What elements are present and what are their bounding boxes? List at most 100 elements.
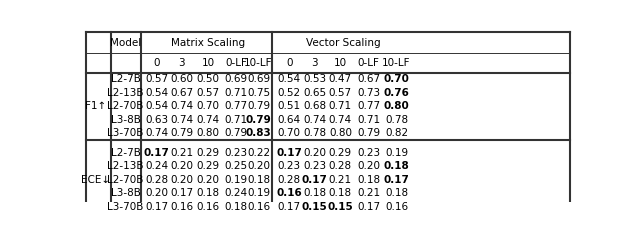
Text: 0.24: 0.24 <box>225 188 248 198</box>
Text: 0.17: 0.17 <box>144 148 170 158</box>
Text: 0.67: 0.67 <box>170 88 193 98</box>
Text: 0.54: 0.54 <box>145 101 168 111</box>
Text: 0.80: 0.80 <box>196 128 220 138</box>
Text: 0.57: 0.57 <box>329 88 352 98</box>
Text: 0.28: 0.28 <box>278 175 301 185</box>
Text: 0.18: 0.18 <box>196 188 220 198</box>
Text: 0.21: 0.21 <box>170 148 193 158</box>
Text: 0.54: 0.54 <box>278 74 301 84</box>
Text: 3: 3 <box>179 58 185 68</box>
Text: 0.83: 0.83 <box>246 128 271 138</box>
Text: 0.29: 0.29 <box>196 161 220 171</box>
Text: 0.68: 0.68 <box>303 101 326 111</box>
Text: L3-70B: L3-70B <box>108 128 144 138</box>
Text: 0.20: 0.20 <box>357 161 380 171</box>
Text: 0.74: 0.74 <box>329 115 352 125</box>
Text: 10: 10 <box>334 58 347 68</box>
Text: 0.52: 0.52 <box>278 88 301 98</box>
Text: 0.17: 0.17 <box>383 175 410 185</box>
Text: 0.18: 0.18 <box>383 161 410 171</box>
Text: 0.18: 0.18 <box>247 175 270 185</box>
Text: L2-70B: L2-70B <box>108 101 144 111</box>
Text: 0.82: 0.82 <box>385 128 408 138</box>
Text: 0.70: 0.70 <box>196 101 220 111</box>
Text: 0.74: 0.74 <box>170 101 193 111</box>
Text: 0.19: 0.19 <box>385 148 408 158</box>
Text: ECE↓: ECE↓ <box>81 175 111 185</box>
Text: 0.80: 0.80 <box>329 128 352 138</box>
Text: 0.77: 0.77 <box>357 101 380 111</box>
Text: 0.20: 0.20 <box>170 161 193 171</box>
Text: 0.17: 0.17 <box>278 202 301 212</box>
Text: 0.71: 0.71 <box>225 88 248 98</box>
Text: 0.79: 0.79 <box>247 101 270 111</box>
Text: 0.16: 0.16 <box>276 188 302 198</box>
Text: 0.16: 0.16 <box>196 202 220 212</box>
Text: 0.20: 0.20 <box>196 175 220 185</box>
Text: 0.19: 0.19 <box>225 175 248 185</box>
Text: 0.57: 0.57 <box>145 74 168 84</box>
Text: 0.21: 0.21 <box>329 175 352 185</box>
Text: 0.53: 0.53 <box>303 74 326 84</box>
Text: 0.28: 0.28 <box>145 175 168 185</box>
Text: 0.21: 0.21 <box>357 188 380 198</box>
Text: 0.51: 0.51 <box>278 101 301 111</box>
Text: 10-LF: 10-LF <box>382 58 411 68</box>
Text: 0.75: 0.75 <box>247 88 270 98</box>
Text: 0.69: 0.69 <box>225 74 248 84</box>
Text: 3: 3 <box>311 58 318 68</box>
Text: 0.54: 0.54 <box>145 88 168 98</box>
Text: 0.73: 0.73 <box>357 88 380 98</box>
Text: 0.29: 0.29 <box>196 148 220 158</box>
Text: 0.16: 0.16 <box>170 202 193 212</box>
Text: 0.20: 0.20 <box>145 188 168 198</box>
Text: 0.74: 0.74 <box>196 115 220 125</box>
Text: 0.74: 0.74 <box>145 128 168 138</box>
Text: 0.50: 0.50 <box>196 74 220 84</box>
Text: 0.20: 0.20 <box>303 148 326 158</box>
Text: 0.71: 0.71 <box>329 101 352 111</box>
Text: 0.16: 0.16 <box>247 202 270 212</box>
Text: 0-LF: 0-LF <box>358 58 380 68</box>
Text: 0.23: 0.23 <box>357 148 380 158</box>
Text: 0: 0 <box>154 58 160 68</box>
Text: 0.47: 0.47 <box>329 74 352 84</box>
Text: 0.69: 0.69 <box>247 74 270 84</box>
Text: 0.23: 0.23 <box>225 148 248 158</box>
Text: 10-LF: 10-LF <box>244 58 273 68</box>
Text: 0.60: 0.60 <box>170 74 193 84</box>
Text: 0.57: 0.57 <box>196 88 220 98</box>
Text: L3-8B: L3-8B <box>111 188 141 198</box>
Text: 0.77: 0.77 <box>225 101 248 111</box>
Text: 0.79: 0.79 <box>246 115 271 125</box>
Text: 0.18: 0.18 <box>303 188 326 198</box>
Text: L3-70B: L3-70B <box>108 202 144 212</box>
Text: 0.79: 0.79 <box>170 128 193 138</box>
Text: 0.17: 0.17 <box>145 202 168 212</box>
Text: F1↑: F1↑ <box>85 101 106 111</box>
Text: 0.17: 0.17 <box>276 148 302 158</box>
Text: 0.79: 0.79 <box>225 128 248 138</box>
Text: 0.23: 0.23 <box>278 161 301 171</box>
Text: 0.70: 0.70 <box>278 128 301 138</box>
Text: 0.78: 0.78 <box>303 128 326 138</box>
Text: 0.24: 0.24 <box>145 161 168 171</box>
Text: 0.18: 0.18 <box>385 188 408 198</box>
Text: 0.78: 0.78 <box>385 115 408 125</box>
Text: 0.29: 0.29 <box>329 148 352 158</box>
Text: 0.70: 0.70 <box>383 74 410 84</box>
Text: 0-LF: 0-LF <box>225 58 247 68</box>
Text: 0.74: 0.74 <box>170 115 193 125</box>
Text: 0.74: 0.74 <box>303 115 326 125</box>
Text: 0.28: 0.28 <box>329 161 352 171</box>
Text: 0.18: 0.18 <box>357 175 380 185</box>
Text: 0.17: 0.17 <box>170 188 193 198</box>
Text: 0.20: 0.20 <box>170 175 193 185</box>
Text: 0.16: 0.16 <box>385 202 408 212</box>
Text: 0.65: 0.65 <box>303 88 326 98</box>
Text: 0.63: 0.63 <box>145 115 168 125</box>
Text: 0: 0 <box>286 58 292 68</box>
Text: 0.71: 0.71 <box>357 115 380 125</box>
Text: 0.22: 0.22 <box>247 148 270 158</box>
Text: L2-13B: L2-13B <box>108 88 144 98</box>
